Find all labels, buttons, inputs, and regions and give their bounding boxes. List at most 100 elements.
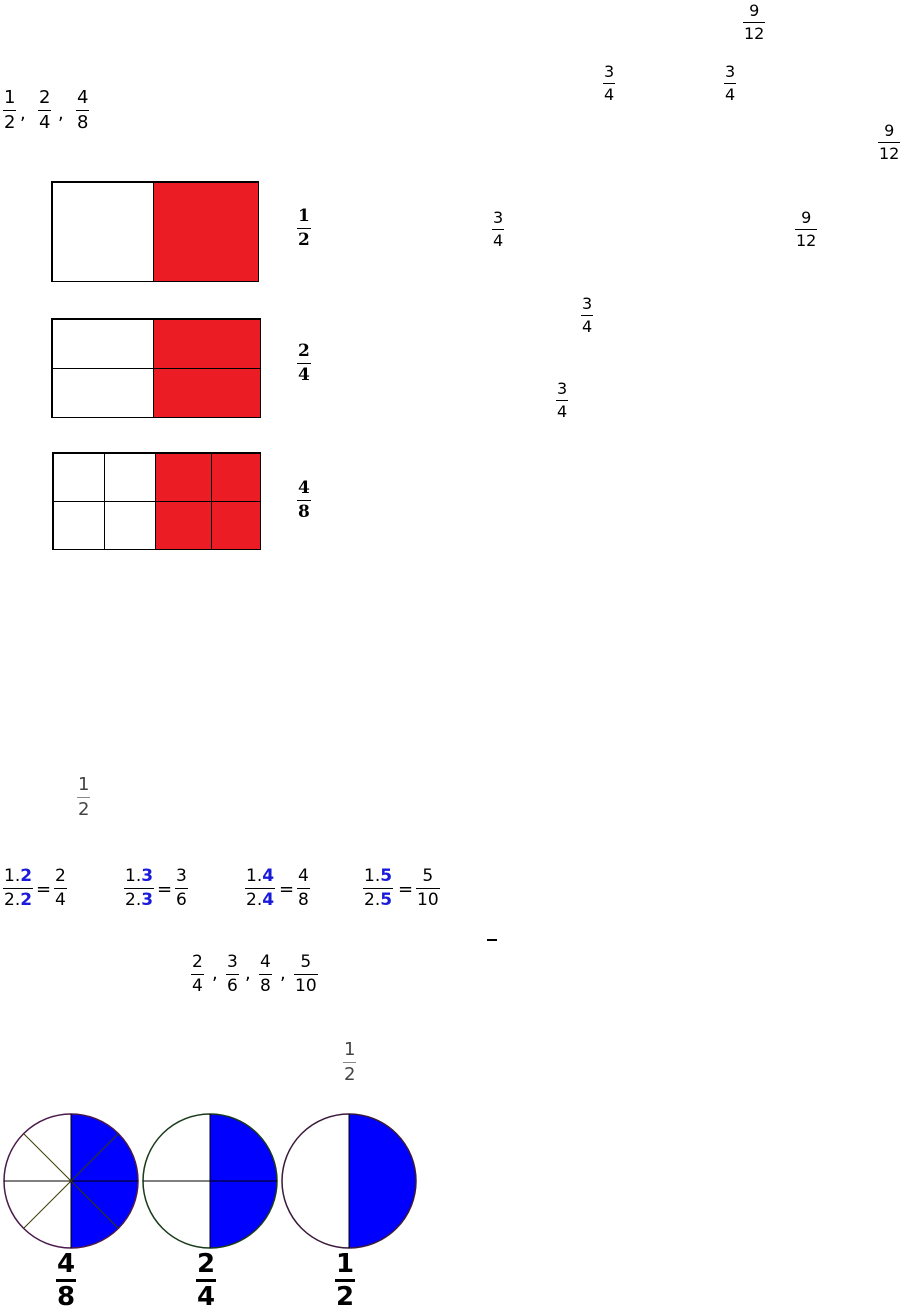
equivalent-5-10: 5 10 — [294, 954, 318, 995]
numerator: 3 — [557, 379, 568, 398]
rectangle-halves — [51, 181, 259, 282]
denominator: 2 — [78, 799, 90, 820]
numerator: 3 — [227, 952, 238, 972]
comma: , — [20, 103, 26, 124]
fraction-9-12-c: 9 12 — [795, 208, 818, 249]
white-part — [52, 452, 105, 502]
comma: , — [212, 963, 218, 984]
white-part — [51, 318, 154, 369]
result-fraction: 2 4 — [54, 868, 67, 909]
numerator: 1 — [4, 87, 16, 108]
numerator: 3 — [604, 62, 615, 81]
intro-fraction-2-4: 2 4 — [38, 87, 52, 133]
denominator: 10 — [295, 976, 317, 996]
denominator: 8 — [260, 976, 271, 996]
underline-mark — [487, 939, 497, 941]
expanded-fraction: 1.2 2.2 — [3, 866, 34, 910]
fraction-9-12-a: 9 12 — [743, 1, 766, 43]
denominator: 8 — [77, 112, 89, 133]
result-fraction: 3 6 — [175, 868, 188, 909]
denominator: 4 — [39, 112, 51, 133]
numerator: 9 — [749, 1, 760, 20]
numerator: 9 — [801, 208, 812, 227]
fraction-3-4-e: 3 4 — [556, 379, 569, 420]
numerator: 4 — [57, 1249, 76, 1279]
numerator: 3 — [582, 294, 593, 313]
fraction-9-12-b: 9 12 — [878, 121, 901, 163]
numerator: 2 — [192, 952, 203, 972]
expanded-fraction: 1.4 2.4 — [245, 866, 276, 910]
numerator: 1.4 — [246, 866, 275, 886]
circle-eighths — [3, 1113, 139, 1249]
red-part — [210, 500, 261, 550]
equals-sign: = — [279, 879, 295, 900]
circle-quarters — [142, 1113, 278, 1249]
white-part — [51, 181, 154, 282]
denominator: 4 — [192, 976, 203, 996]
comma: , — [245, 963, 251, 984]
numerator: 3 — [725, 62, 736, 81]
denominator: 12 — [744, 24, 765, 43]
denominator: 8 — [298, 502, 310, 522]
white-part — [103, 452, 156, 502]
denominator: 4 — [298, 365, 310, 385]
equals-sign: = — [157, 879, 173, 900]
comma: , — [58, 103, 64, 124]
fraction-3-4-a: 3 4 — [603, 62, 616, 104]
numerator: 1 — [336, 1249, 355, 1279]
denominator: 2 — [336, 1282, 355, 1312]
denominator: 2.4 — [246, 890, 275, 910]
numerator: 1.3 — [125, 866, 154, 886]
numerator: 2 — [197, 1249, 216, 1279]
comma: , — [280, 963, 286, 984]
fraction-one-half: 1 2 — [77, 774, 91, 820]
red-part — [152, 181, 259, 282]
circle-halves — [281, 1113, 417, 1249]
equivalent-2-4: 2 4 — [191, 954, 204, 995]
rectangle-quarters — [51, 318, 261, 418]
numerator: 1 — [78, 774, 90, 795]
numerator: 4 — [298, 478, 310, 498]
rectangle-eighths — [52, 452, 261, 550]
fraction-one-half-again: 1 2 — [343, 1039, 357, 1084]
denominator: 2.5 — [364, 890, 393, 910]
denominator: 10 — [417, 890, 439, 910]
numerator: 4 — [298, 866, 309, 886]
denominator: 2 — [298, 230, 310, 250]
denominator: 4 — [604, 85, 615, 104]
white-part — [103, 500, 156, 550]
numerator: 3 — [493, 208, 504, 227]
numerator: 9 — [884, 121, 895, 140]
rect-label-2-4: 2 4 — [297, 343, 311, 384]
white-part — [51, 367, 154, 418]
denominator: 4 — [725, 85, 736, 104]
red-part — [152, 318, 261, 369]
denominator: 2 — [4, 112, 16, 133]
equivalent-3-6: 3 6 — [226, 954, 239, 995]
equals-sign: = — [36, 879, 52, 900]
denominator: 12 — [879, 144, 900, 163]
numerator: 2 — [39, 87, 51, 108]
denominator: 4 — [582, 317, 593, 336]
numerator: 2 — [298, 341, 310, 361]
denominator: 4 — [55, 890, 66, 910]
rect-label-4-8: 4 8 — [297, 480, 311, 521]
numerator: 3 — [176, 866, 187, 886]
intro-fraction-4-8: 4 8 — [76, 87, 90, 133]
fraction-3-4-c: 3 4 — [492, 208, 505, 250]
expanded-fraction: 1.3 2.3 — [124, 866, 155, 909]
denominator: 2.2 — [4, 890, 33, 910]
numerator: 1 — [344, 1039, 356, 1060]
circle-label-1-2: 1 2 — [335, 1249, 356, 1312]
numerator: 5 — [300, 952, 312, 972]
expanded-fraction: 1.5 2.5 — [363, 868, 394, 910]
numerator: 1.2 — [4, 866, 33, 886]
denominator: 8 — [57, 1282, 76, 1312]
red-part — [210, 452, 261, 502]
fraction-3-4-d: 3 4 — [581, 294, 594, 336]
denominator: 4 — [197, 1282, 216, 1312]
denominator: 4 — [493, 231, 504, 250]
numerator: 4 — [77, 87, 89, 108]
numerator: 5 — [422, 866, 434, 886]
fraction-3-4-b: 3 4 — [724, 62, 737, 104]
